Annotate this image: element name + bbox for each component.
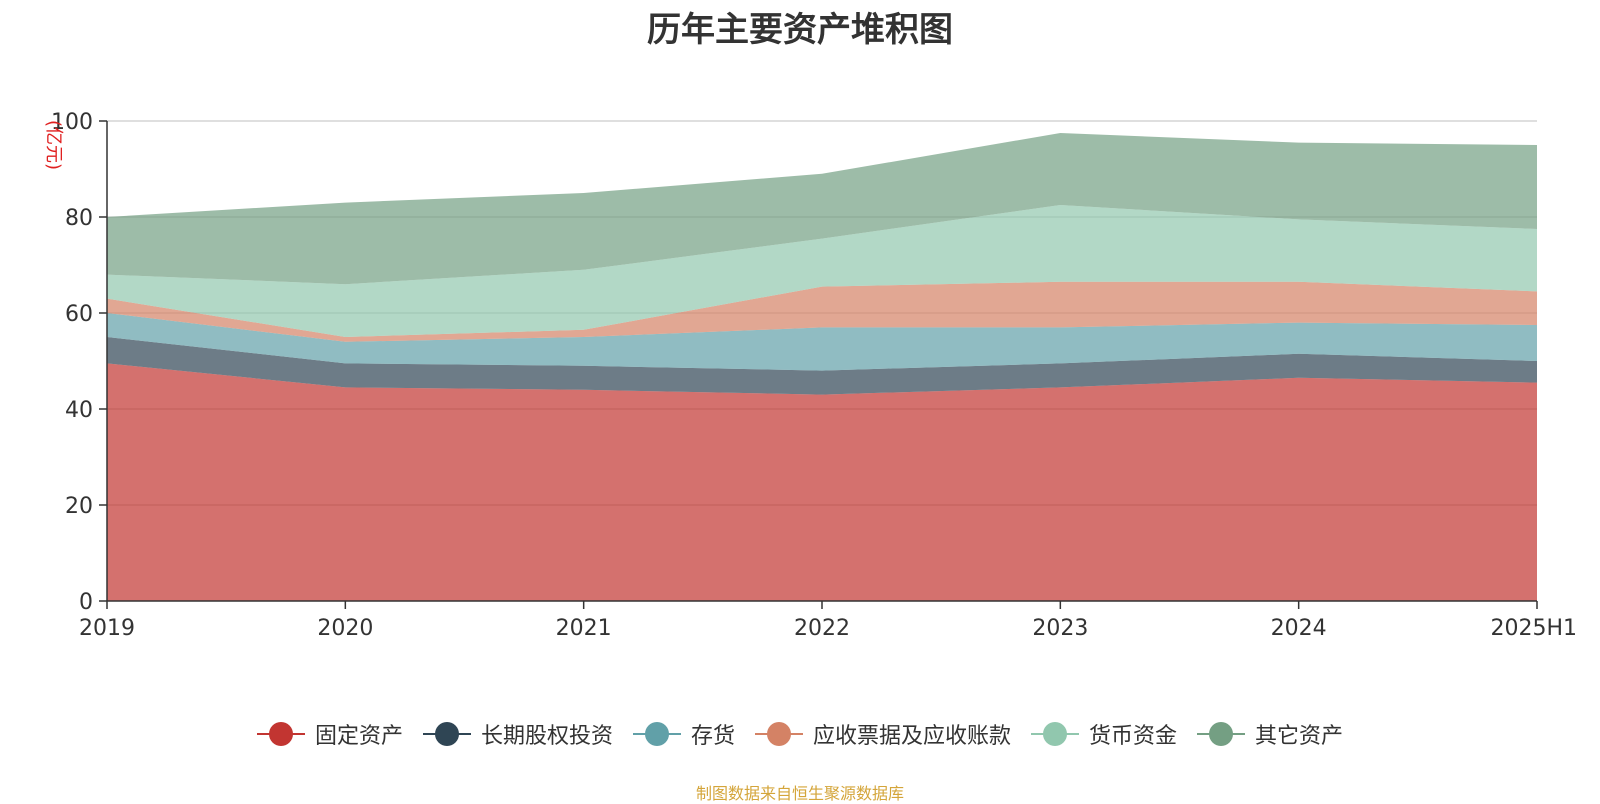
- y-tick-label: 40: [65, 398, 93, 423]
- legend-item[interactable]: 固定资产: [256, 718, 403, 750]
- legend-marker-icon: [755, 722, 803, 746]
- legend-marker-icon: [1031, 722, 1080, 746]
- legend-marker-icon: [422, 722, 471, 746]
- legend-item[interactable]: 存货: [632, 718, 735, 750]
- x-tick-label: 2019: [79, 616, 135, 641]
- legend-label: 固定资产: [314, 724, 403, 749]
- legend-marker-icon: [632, 722, 681, 746]
- area-series-1: [107, 363, 1537, 601]
- area-series-6: [107, 133, 1537, 285]
- y-tick-label: 100: [51, 110, 93, 135]
- x-tick-label: 2023: [1032, 616, 1088, 641]
- chart-title: 历年主要资产堆积图: [647, 10, 953, 50]
- x-tick-label: 2021: [556, 616, 612, 641]
- legend-item[interactable]: 货币资金: [1031, 718, 1177, 750]
- legend-marker-icon: [256, 722, 305, 746]
- x-tick-label: 2020: [317, 616, 373, 641]
- source-note: 制图数据来自恒生聚源数据库: [695, 784, 904, 803]
- legend-label: 长期股权投资: [480, 724, 613, 749]
- area-series-4: [107, 281, 1537, 342]
- area-series-2: [107, 337, 1537, 395]
- y-tick-label: 20: [65, 494, 93, 519]
- axes: 0 20 40 60 80 100 2019 2020 2021 2022 2023 2024 2025…: [51, 110, 1577, 641]
- area-series-3: [107, 313, 1537, 371]
- legend-item[interactable]: 其它资产: [1197, 718, 1343, 750]
- y-tick-label: 80: [65, 206, 93, 231]
- area-series-5: [107, 205, 1537, 337]
- legend-label: 货币资金: [1089, 724, 1178, 749]
- y-axis-unit: (亿元): [43, 120, 64, 170]
- x-tick-label: 2022: [794, 616, 850, 641]
- legend-item[interactable]: 长期股权投资: [422, 718, 613, 750]
- y-tick-label: 0: [79, 590, 93, 615]
- legend-item[interactable]: 应收票据及应收账款: [755, 718, 1011, 750]
- x-tick-label: 2025H1: [1490, 616, 1577, 641]
- x-tick-label: 2024: [1271, 616, 1327, 641]
- stacked-areas: [107, 133, 1537, 601]
- chart-legend: 固定资产 长期股权投资 存货 应收票据及应收账款 货币资金 其它资产: [0, 718, 1600, 750]
- legend-label: 其它资产: [1255, 724, 1344, 749]
- legend-marker-icon: [1197, 722, 1246, 746]
- y-tick-label: 60: [65, 302, 93, 327]
- legend-label: 存货: [690, 724, 735, 749]
- legend-label: 应收票据及应收账款: [813, 724, 1012, 749]
